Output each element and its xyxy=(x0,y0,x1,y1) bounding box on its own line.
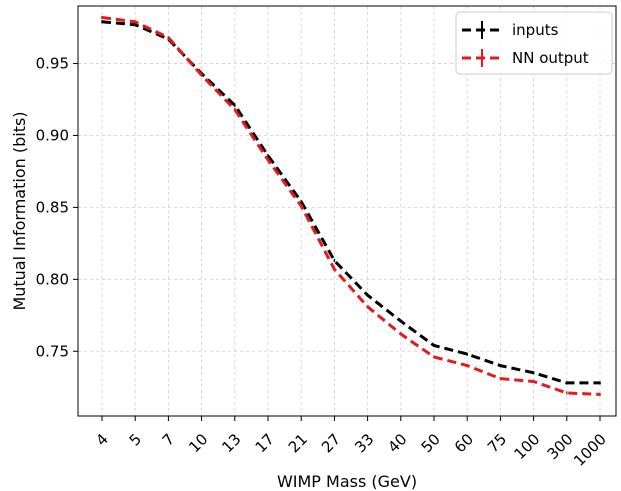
x-tick-label: 33 xyxy=(351,430,377,456)
x-axis-label: WIMP Mass (GeV) xyxy=(277,472,417,491)
x-tick-label: 27 xyxy=(318,430,344,456)
legend: inputs NN output xyxy=(455,11,613,75)
y-tick-label: 0.95 xyxy=(36,55,69,73)
x-tick-label: 50 xyxy=(418,430,444,456)
x-tick-label: 40 xyxy=(384,430,410,456)
y-axis-ticks: 0.75 0.80 0.85 0.90 0.95 xyxy=(36,55,78,360)
series-line xyxy=(101,20,600,385)
y-tick-label: 0.75 xyxy=(36,342,69,360)
x-tick-label: 17 xyxy=(252,430,278,456)
x-tick-label: 10 xyxy=(185,430,211,456)
x-tick-label: 21 xyxy=(285,430,311,456)
legend-label: inputs xyxy=(512,21,559,39)
series-line xyxy=(101,16,601,396)
legend-entry: NN output xyxy=(462,49,589,67)
x-tick-label: 100 xyxy=(510,430,543,463)
x-tick-label: 60 xyxy=(451,430,477,456)
y-axis-label: Mutual Information (bits) xyxy=(10,111,29,310)
x-tick-label: 13 xyxy=(218,430,244,456)
x-tick-label: 5 xyxy=(126,430,145,449)
y-tick-label: 0.85 xyxy=(36,198,69,216)
legend-entry: inputs xyxy=(462,21,559,39)
x-tick-label: 4 xyxy=(92,430,111,449)
y-tick-label: 0.80 xyxy=(36,270,69,288)
x-tick-label: 1000 xyxy=(570,430,610,470)
y-tick-label: 0.90 xyxy=(36,126,69,144)
x-tick-label: 75 xyxy=(484,430,510,456)
x-tick-label: 7 xyxy=(159,430,178,449)
plot-lines xyxy=(101,16,601,396)
plot-frame xyxy=(77,5,617,417)
legend-label: NN output xyxy=(512,49,589,67)
